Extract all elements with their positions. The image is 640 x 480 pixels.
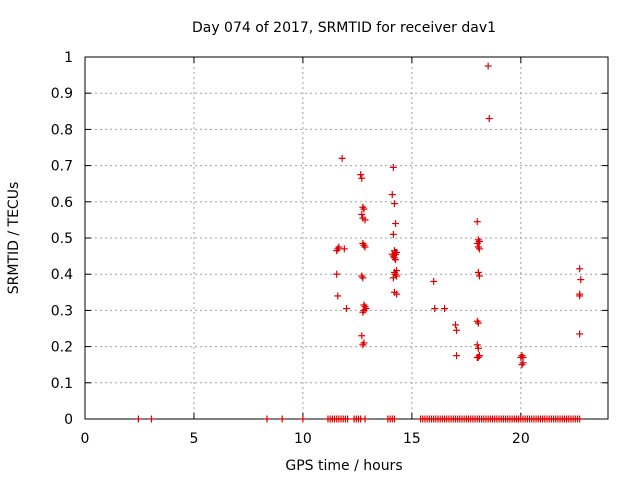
data-point	[388, 191, 396, 199]
data-point	[393, 248, 401, 256]
data-point	[389, 274, 397, 282]
data-point	[361, 216, 369, 224]
data-point	[474, 236, 482, 244]
data-point	[519, 359, 527, 367]
y-tick-label: 0.3	[51, 303, 73, 319]
data-point	[359, 203, 367, 211]
data-point	[577, 276, 585, 284]
data-point	[343, 305, 350, 313]
y-tick-label: 0.4	[51, 267, 73, 283]
data-point	[473, 317, 481, 325]
data-point	[334, 292, 342, 300]
data-point	[475, 272, 483, 280]
data-point	[392, 220, 400, 228]
data-point	[360, 306, 368, 314]
data-point	[147, 415, 155, 423]
data-point	[453, 326, 461, 334]
data-point	[389, 163, 397, 171]
data-point	[334, 245, 342, 253]
data-point	[441, 305, 449, 313]
y-tick-label: 0.1	[51, 376, 73, 392]
y-tick-label: 0.5	[51, 231, 73, 247]
data-point	[474, 243, 482, 251]
data-point	[451, 321, 459, 329]
data-point	[474, 268, 482, 276]
data-point	[359, 341, 367, 349]
data-point	[475, 245, 483, 253]
data-point	[263, 415, 271, 423]
data-point	[473, 218, 481, 226]
data-point	[278, 415, 286, 423]
data-point	[474, 344, 482, 352]
data-point	[484, 62, 492, 70]
data-point	[393, 290, 401, 298]
data-point	[576, 330, 584, 338]
data-point	[360, 339, 368, 347]
data-point	[361, 243, 369, 251]
tick-layer: 00.10.20.30.40.50.60.70.80.910 5 10 15 20	[51, 50, 608, 447]
data-point	[333, 270, 341, 278]
data-point	[576, 292, 584, 300]
data-point	[358, 332, 366, 340]
data-point	[335, 243, 343, 251]
data-point	[358, 210, 366, 218]
y-tick-label: 0.2	[51, 340, 73, 356]
data-point	[340, 245, 348, 253]
x-tick-label: 5	[189, 431, 198, 447]
data-point	[357, 171, 365, 179]
x-tick-label: 15	[403, 431, 421, 447]
data-point	[359, 274, 367, 282]
data-point	[453, 352, 461, 360]
y-axis-label: SRMTID / TECUs	[6, 182, 22, 295]
data-point	[390, 415, 398, 423]
data-point	[390, 200, 398, 208]
points-layer	[134, 62, 585, 423]
data-point	[361, 415, 369, 423]
x-tick-label: 10	[294, 431, 312, 447]
data-point	[299, 415, 307, 423]
y-tick-label: 0.6	[51, 195, 73, 211]
data-point	[473, 341, 481, 349]
y-tick-label: 0	[64, 412, 73, 428]
data-point	[431, 305, 439, 313]
data-point	[430, 277, 438, 285]
grid-layer	[85, 57, 608, 419]
data-point	[389, 230, 397, 238]
data-point	[473, 353, 481, 361]
data-point	[360, 241, 368, 249]
data-point	[485, 115, 493, 123]
x-axis-label: GPS time / hours	[285, 458, 402, 474]
data-point	[473, 239, 481, 247]
y-tick-label: 0.7	[51, 159, 73, 175]
data-point	[338, 154, 346, 162]
y-tick-label: 1	[64, 50, 73, 66]
x-tick-label: 20	[512, 431, 530, 447]
y-tick-label: 0.8	[51, 122, 73, 138]
data-point	[134, 415, 142, 423]
data-point	[518, 352, 526, 360]
data-point	[576, 415, 584, 423]
x-tick-label: 0	[81, 431, 90, 447]
data-point	[518, 361, 526, 369]
data-point	[358, 174, 366, 182]
data-point	[344, 415, 352, 423]
data-point	[360, 205, 368, 213]
data-point	[576, 265, 584, 273]
data-point	[474, 319, 482, 327]
chart-title: Day 074 of 2017, SRMTID for receiver dav…	[192, 20, 496, 36]
data-point	[358, 272, 366, 280]
y-tick-label: 0.9	[51, 86, 73, 102]
